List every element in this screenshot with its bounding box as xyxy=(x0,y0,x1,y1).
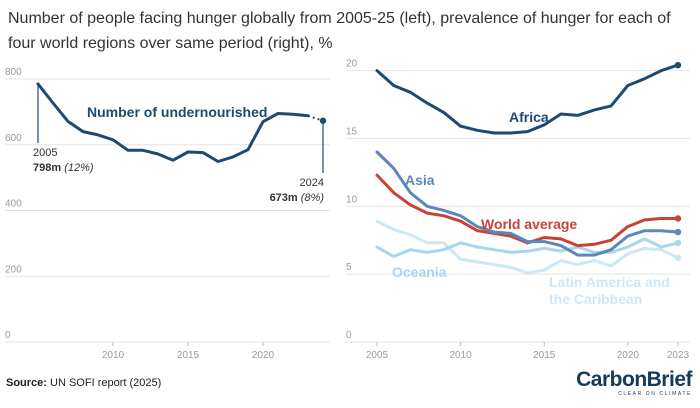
left-x-tick-label: 2015 xyxy=(177,350,200,361)
right-line-asia-end-marker xyxy=(674,228,682,236)
label-latin-america-line2: the Caribbean xyxy=(549,291,642,307)
right-x-tick-label: 2015 xyxy=(533,350,556,361)
right-x-ticks: 2005 2010 2015 2020 2023 xyxy=(366,342,690,361)
chart-title: Number of people facing hunger globally … xyxy=(8,10,671,52)
right-x-tick-label: 2020 xyxy=(617,350,640,361)
right-line-oceania xyxy=(375,237,680,258)
label-africa: Africa xyxy=(509,109,549,125)
right-chart: 0 5 10 15 20 2005 2010 2015 2020 2023 Africa Asi… xyxy=(346,59,690,361)
left-x-ticks: 2010 2015 2020 xyxy=(102,342,275,361)
right-y-tick-label: 0 xyxy=(346,330,352,341)
right-y-tick-label: 15 xyxy=(346,126,358,137)
annotation-2005-value: 798m (12%) xyxy=(33,162,94,174)
right-line-latin-america-and-the-caribbean-end-marker xyxy=(674,254,682,262)
source-note: Source: UN SOFI report (2025) xyxy=(6,377,161,389)
left-y-tick-label: 800 xyxy=(5,67,22,78)
left-series xyxy=(36,82,327,173)
label-latin-america-line1: Latin America and xyxy=(549,274,670,290)
left-line-number-of-undernourished xyxy=(36,82,310,163)
source-label: Source: xyxy=(6,377,47,389)
left-y-tick-label: 400 xyxy=(5,199,22,210)
annotation-2005-year: 2005 xyxy=(33,147,57,159)
left-y-tick-label: 600 xyxy=(5,133,22,144)
right-line-latin-america-and-the-caribbean xyxy=(375,219,680,275)
right-gridlines: 0 5 10 15 20 xyxy=(346,59,690,343)
annotation-2024: 2024 673m (8%) xyxy=(270,177,325,204)
series-label-undernourished: Number of undernourished xyxy=(87,104,267,120)
annotation-2005-pct: (12%) xyxy=(64,162,94,174)
left-y-tick-label: 0 xyxy=(5,330,11,341)
left-x-tick-label: 2020 xyxy=(252,350,275,361)
right-x-tick-label: 2010 xyxy=(449,350,472,361)
right-line-world-average-end-marker xyxy=(674,215,682,222)
right-x-tick-label: 2023 xyxy=(667,350,690,361)
right-y-tick-label: 20 xyxy=(346,59,358,70)
carbonbrief-logo: CarbonBrief CLEAR ON CLIMATE xyxy=(576,369,692,398)
right-x-tick-label: 2005 xyxy=(366,350,389,361)
annotation-2005: 2005 798m (12%) xyxy=(33,147,94,174)
right-line-africa-end-marker xyxy=(674,61,682,69)
left-chart: 0 200 400 600 800 2010 2015 2020 Number of und… xyxy=(5,67,330,361)
left-y-tick-label: 200 xyxy=(5,264,22,275)
logo-wordmark: CarbonBrief xyxy=(576,368,692,391)
annotation-2024-value: 673m (8%) xyxy=(270,192,325,204)
right-series xyxy=(375,61,682,275)
annotation-2024-year: 2024 xyxy=(300,177,324,189)
left-gridlines: 0 200 400 600 800 xyxy=(5,67,330,343)
source-text: UN SOFI report (2025) xyxy=(50,377,162,389)
left-x-tick-label: 2010 xyxy=(102,350,125,361)
right-line-asia xyxy=(375,150,680,257)
annotation-2024-pct: (8%) xyxy=(301,192,325,204)
label-world-average: World average xyxy=(481,216,577,232)
right-line-africa xyxy=(375,63,680,135)
logo-tagline: CLEAR ON CLIMATE xyxy=(618,391,692,397)
label-asia: Asia xyxy=(405,172,435,188)
annotation-2005-amount: 798m xyxy=(33,162,61,174)
right-line-oceania-end-marker xyxy=(674,239,682,247)
right-y-tick-label: 5 xyxy=(346,262,352,273)
annotation-2024-amount: 673m xyxy=(270,192,298,204)
label-oceania: Oceania xyxy=(392,264,447,280)
right-y-tick-label: 10 xyxy=(346,194,358,205)
